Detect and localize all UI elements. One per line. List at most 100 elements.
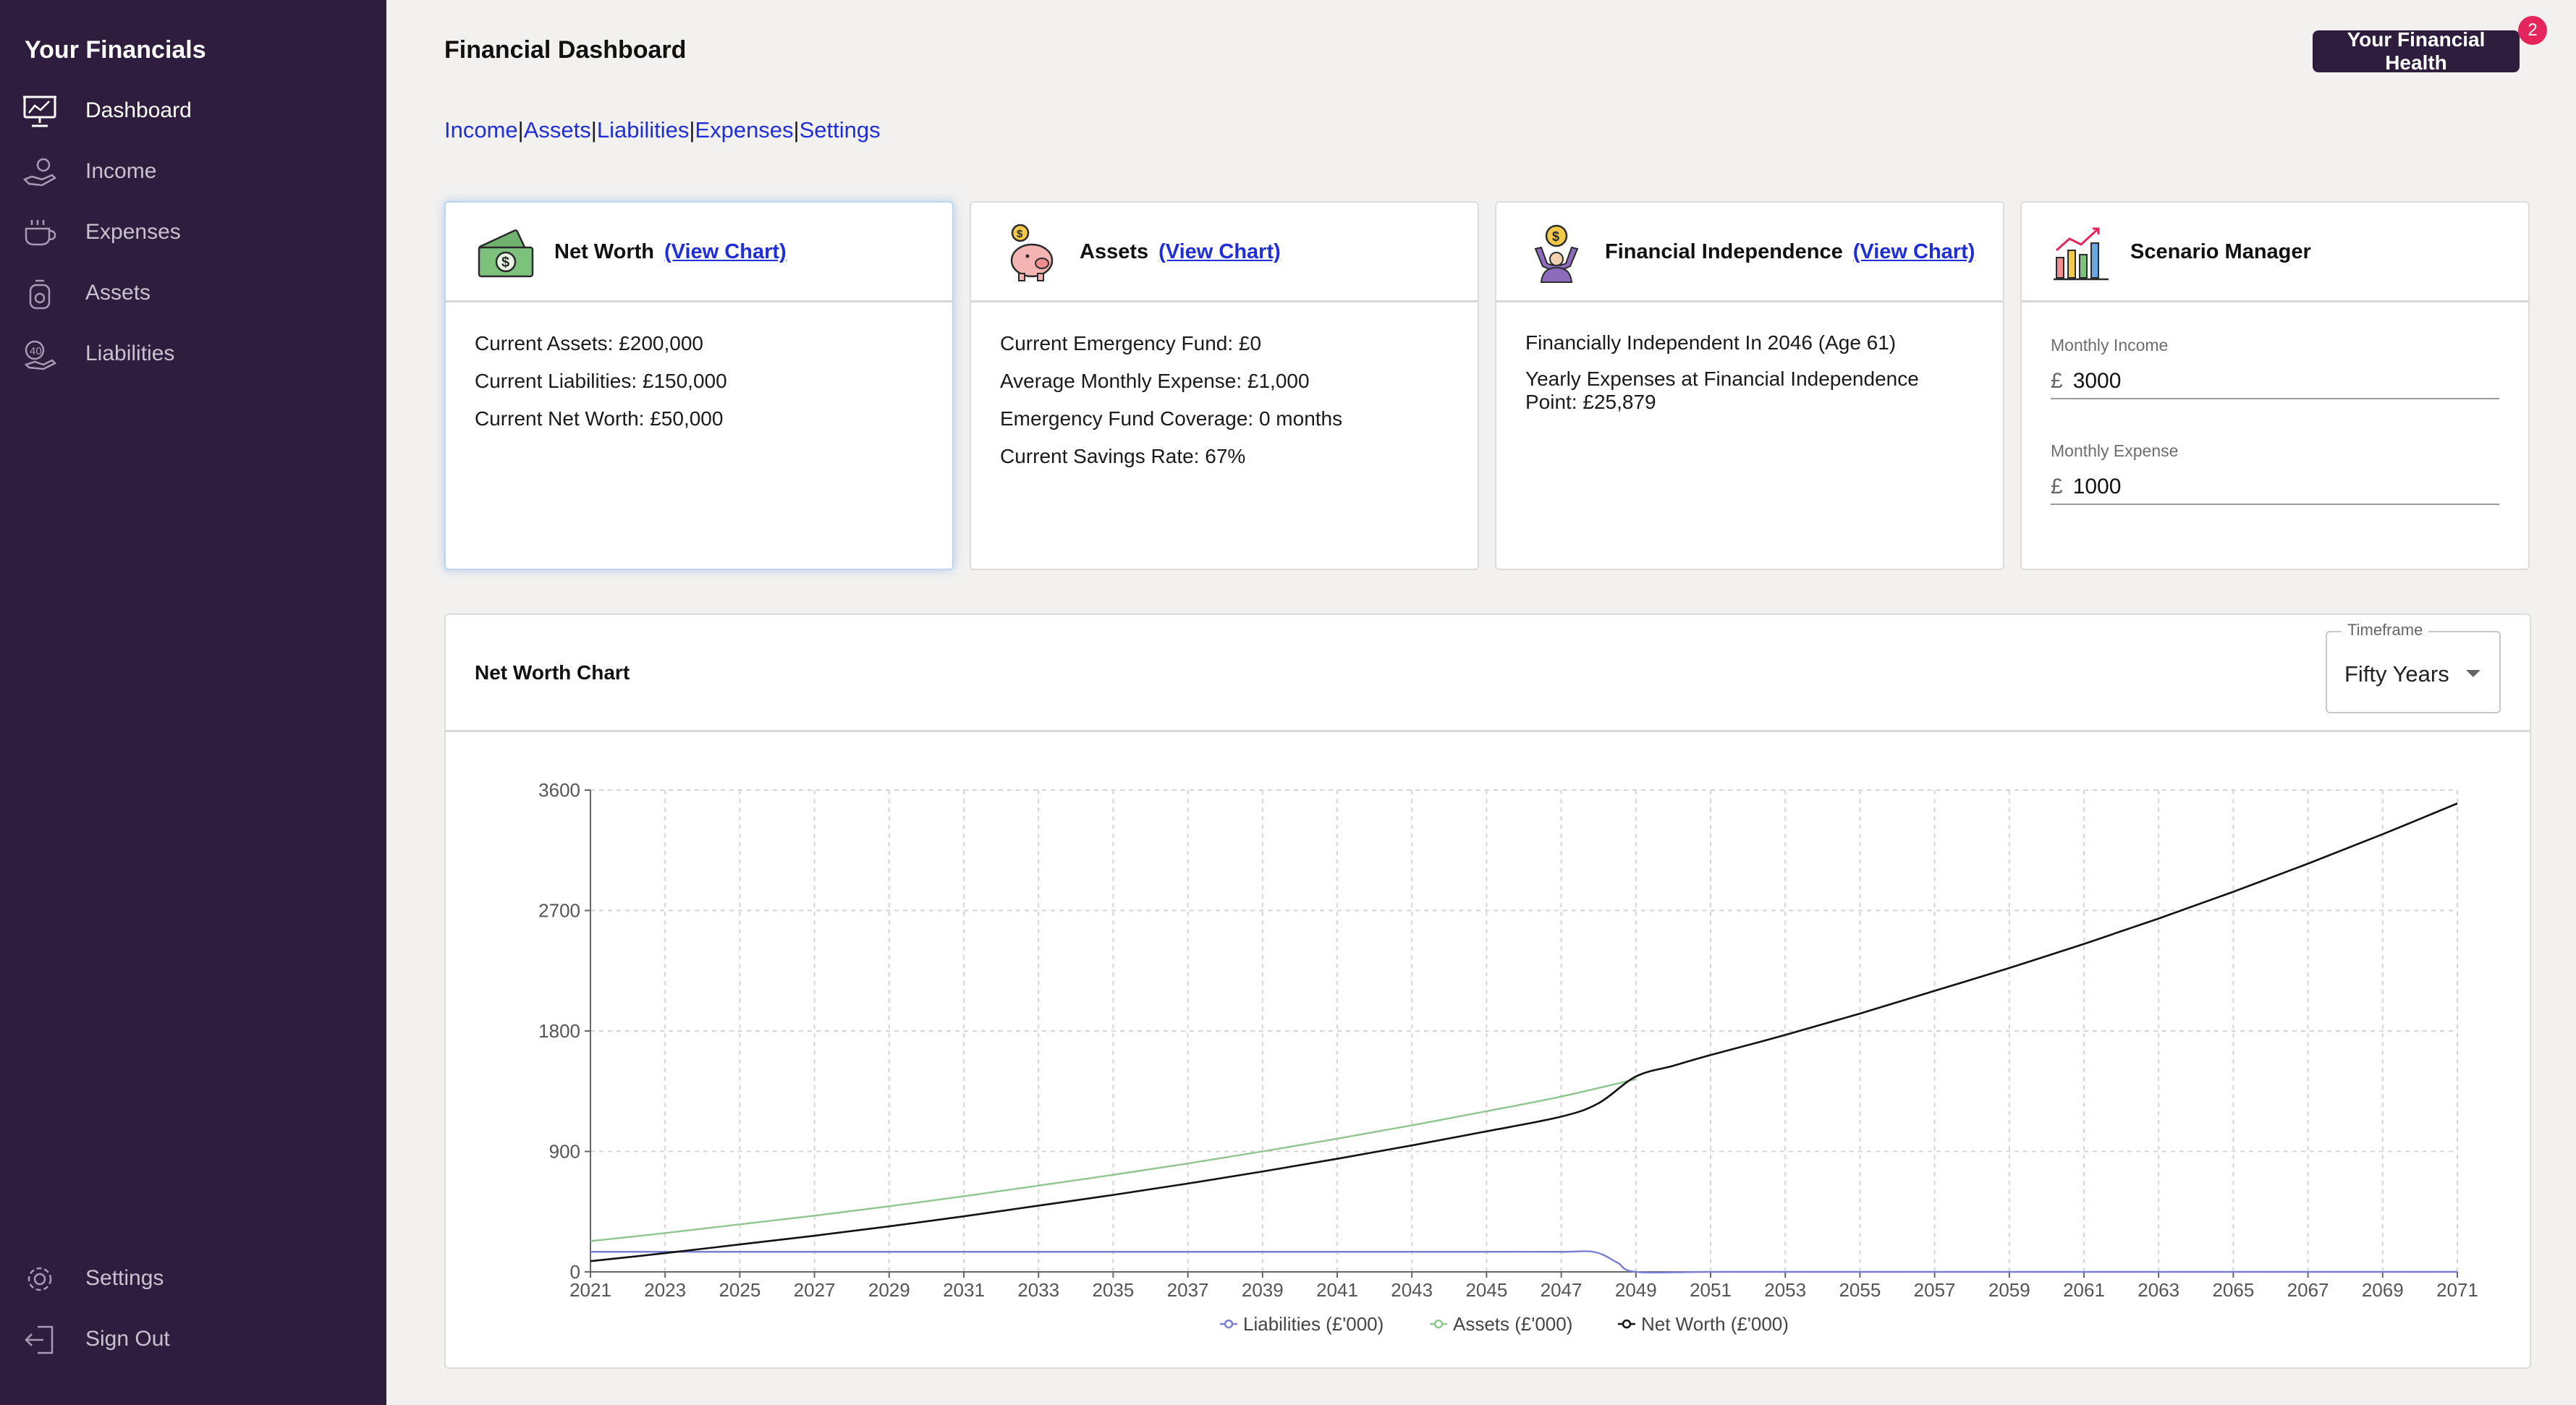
page-title: Financial Dashboard — [444, 36, 687, 64]
yearly-expense-text: Yearly Expenses at Financial Independenc… — [1525, 368, 1919, 413]
emergency-fund-text: Current Emergency Fund: £0 — [1000, 332, 1262, 355]
net-worth-line-chart: 2021 2023 2025 2027 2029 2031 2033 2035 2037 2039… — [538, 779, 2478, 1335]
net-worth-chart-panel: Net Worth Chart Timeframe Fifty Years 20… — [444, 614, 2531, 1369]
current-assets-text: Current Assets: £200,000 — [475, 332, 703, 355]
x-tick-label: 2025 — [719, 1279, 760, 1301]
y-tick-label: 1800 — [538, 1020, 580, 1042]
sidebar-item-settings[interactable]: Settings — [0, 1249, 386, 1310]
view-chart-link[interactable]: (View Chart) — [664, 240, 787, 263]
svg-text:$: $ — [501, 255, 509, 271]
chart-header: Net Worth Chart Timeframe Fifty Years — [446, 615, 2530, 732]
card-body: Financially Independent In 2046 (Age 61)… — [1525, 331, 1974, 427]
sidebar-item-label: Sign Out — [85, 1327, 170, 1351]
financial-independence-card: $ Financial Independence (View Chart) Fin… — [1495, 201, 2004, 570]
legend-marker — [1224, 1319, 1234, 1329]
currency-symbol: £ — [2051, 369, 2063, 393]
y-tick-label: 2700 — [538, 900, 580, 922]
card-header: Scenario Manager — [2022, 203, 2528, 302]
assets-card: $ Assets (View Chart) Current Emergency F… — [970, 201, 1479, 570]
sidebar-item-label: Expenses — [85, 220, 181, 244]
link-settings[interactable]: Settings — [799, 117, 881, 143]
chart-grid — [590, 789, 2458, 1273]
sidebar-item-dashboard[interactable]: Dashboard — [0, 81, 386, 142]
y-tick-label: 900 — [549, 1141, 580, 1163]
x-tick-label: 2045 — [1465, 1279, 1507, 1301]
x-tick-label: 2033 — [1017, 1279, 1059, 1301]
x-tick-label: 2043 — [1391, 1279, 1433, 1301]
sidebar-item-expenses[interactable]: Expenses — [0, 203, 386, 263]
sign-out-icon — [25, 1325, 54, 1354]
x-tick-label: 2069 — [2362, 1279, 2404, 1301]
savings-rate-text: Current Savings Rate: 67% — [1000, 445, 1246, 467]
notification-badge: 2 — [2518, 16, 2547, 45]
x-tick-label: 2063 — [2138, 1279, 2179, 1301]
sidebar-item-label: Liabilities — [85, 341, 175, 365]
sidebar-item-sign-out[interactable]: Sign Out — [0, 1310, 386, 1370]
income-hand-icon — [22, 158, 57, 187]
link-assets[interactable]: Assets — [523, 117, 591, 143]
card-body: Current Assets: £200,000 Current Liabili… — [475, 331, 923, 444]
card-title: Financial Independence — [1605, 240, 1843, 263]
card-body: Current Emergency Fund: £0 Average Month… — [1000, 331, 1449, 482]
series-line-0 — [590, 1250, 2457, 1274]
monthly-income-field: £ — [2051, 365, 2499, 399]
card-header: $ Net Worth (View Chart) — [446, 203, 952, 302]
sidebar-item-income[interactable]: Income — [0, 142, 386, 203]
x-tick-label: 2065 — [2212, 1279, 2254, 1301]
x-tick-label: 2029 — [868, 1279, 910, 1301]
svg-text:$: $ — [1552, 229, 1559, 244]
timeframe-select[interactable]: Timeframe Fifty Years — [2326, 621, 2501, 713]
x-tick-label: 2021 — [569, 1279, 611, 1301]
x-tick-label: 2067 — [2287, 1279, 2329, 1301]
x-tick-label: 2061 — [2063, 1279, 2105, 1301]
chart-legend: Liabilities (£'000) Assets (£'000) Net Wor… — [1220, 1313, 1789, 1335]
legend-label: Assets (£'000) — [1453, 1313, 1572, 1335]
link-income[interactable]: Income — [444, 117, 518, 143]
sidebar-item-liabilities[interactable]: 40 Liabilities — [0, 324, 386, 385]
legend-label: Liabilities (£'000) — [1243, 1313, 1384, 1335]
monthly-income-label: Monthly Income — [2051, 336, 2169, 355]
view-chart-link[interactable]: (View Chart) — [1852, 240, 1975, 263]
link-liabilities[interactable]: Liabilities — [596, 117, 690, 143]
sidebar-item-label: Settings — [85, 1266, 164, 1290]
monthly-income-input[interactable] — [2072, 369, 2435, 394]
piggy-bank-icon: $ — [1010, 224, 1054, 281]
chart-axes: 2021 2023 2025 2027 2029 2031 2033 2035 2037 2039… — [538, 779, 2478, 1301]
legend-label: Net Worth (£'000) — [1641, 1313, 1789, 1335]
independence-year-text: Financially Independent In 2046 (Age 61) — [1525, 331, 1897, 354]
scenario-manager-card: Scenario Manager Monthly Income £ Monthl… — [2020, 201, 2530, 570]
legend-marker — [1433, 1319, 1444, 1329]
sidebar-item-assets[interactable]: Assets — [0, 263, 386, 324]
x-tick-label: 2037 — [1167, 1279, 1209, 1301]
money-stack-icon: $ — [478, 229, 534, 278]
chart-series — [590, 802, 2458, 1274]
net-worth-card: $ Net Worth (View Chart) Current Assets: … — [444, 201, 954, 570]
legend-marker — [1622, 1319, 1632, 1329]
x-tick-label: 2053 — [1764, 1279, 1806, 1301]
monthly-expense-input[interactable] — [2072, 475, 2435, 499]
timeframe-label: Timeframe — [2342, 621, 2429, 640]
x-tick-label: 2047 — [1541, 1279, 1583, 1301]
sidebar-item-label: Assets — [85, 281, 151, 305]
x-tick-label: 2051 — [1690, 1279, 1732, 1301]
currency-symbol: £ — [2051, 475, 2063, 498]
sidebar: Your Financials Dashboard Income Expense… — [0, 0, 386, 1405]
sidebar-item-label: Dashboard — [85, 98, 192, 122]
financial-health-button[interactable]: Your Financial Health — [2313, 28, 2520, 74]
link-expenses[interactable]: Expenses — [695, 117, 794, 143]
svg-text:$: $ — [1017, 228, 1023, 240]
sidebar-item-label: Income — [85, 159, 157, 183]
current-liabilities-text: Current Liabilities: £150,000 — [475, 370, 727, 392]
timeframe-value: Fifty Years — [2344, 661, 2449, 687]
card-title: Scenario Manager — [2130, 240, 2311, 263]
growth-chart-icon — [2054, 227, 2109, 281]
view-chart-link[interactable]: (View Chart) — [1158, 240, 1281, 263]
series-line-1 — [590, 1078, 1637, 1242]
y-tick-label: 3600 — [538, 779, 580, 801]
card-body: Monthly Income £ Monthly Expense £ — [2051, 333, 2499, 544]
x-tick-label: 2071 — [2436, 1279, 2478, 1301]
card-header: $ Assets (View Chart) — [971, 203, 1478, 302]
dashboard-icon — [23, 95, 56, 127]
series-line-2 — [590, 802, 2458, 1262]
debt-icon: 40 — [24, 340, 57, 370]
